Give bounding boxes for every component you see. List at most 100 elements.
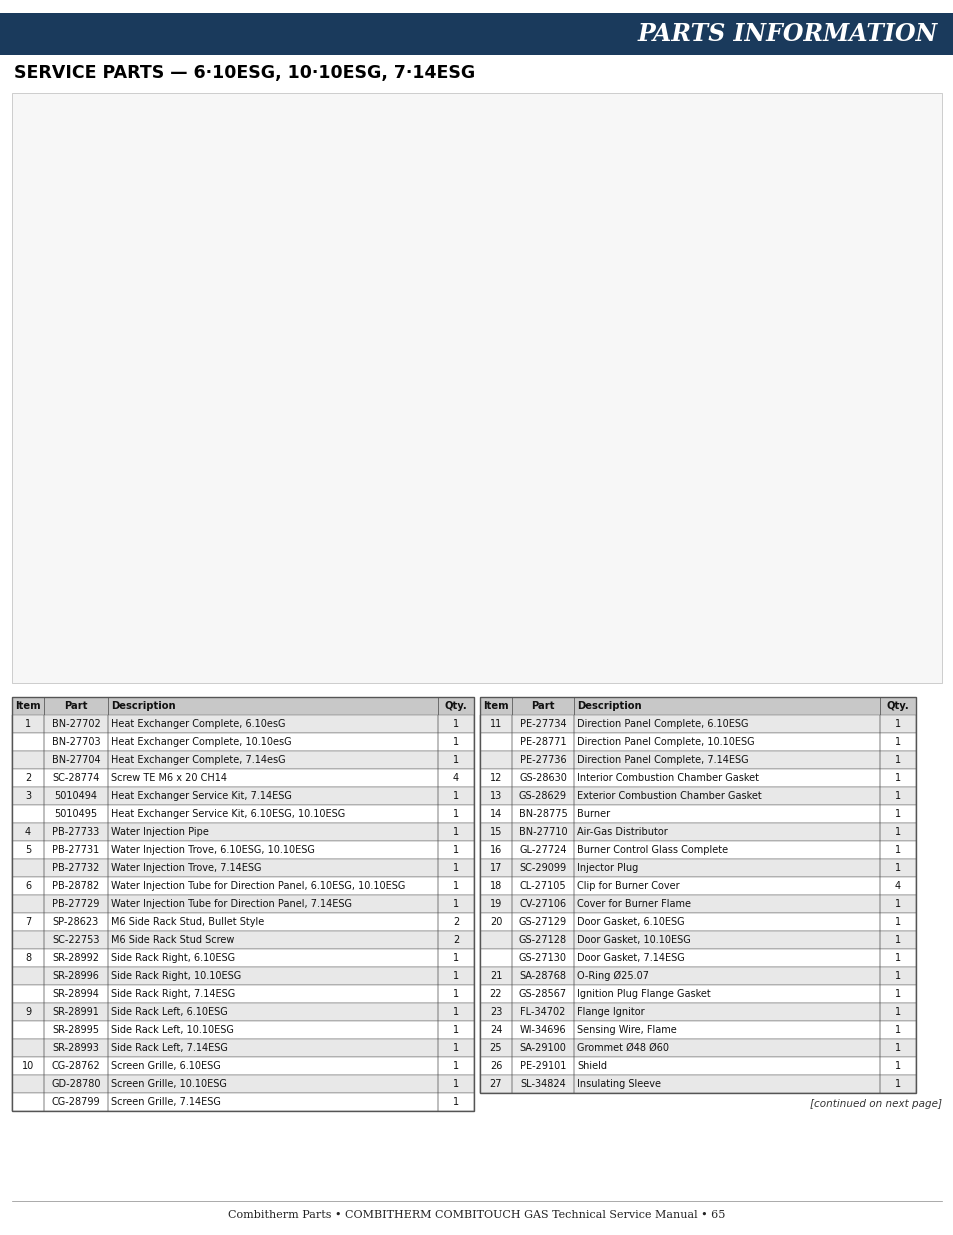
Text: 5010495: 5010495: [54, 809, 97, 819]
FancyBboxPatch shape: [479, 734, 915, 751]
Text: SERVICE PARTS — 6·10ESG, 10·10ESG, 7·14ESG: SERVICE PARTS — 6·10ESG, 10·10ESG, 7·14E…: [14, 64, 475, 82]
Text: GD-28780: GD-28780: [51, 1079, 101, 1089]
FancyBboxPatch shape: [12, 787, 474, 805]
Text: Water Injection Trove, 6.10ESG, 10.10ESG: Water Injection Trove, 6.10ESG, 10.10ESG: [111, 845, 314, 855]
FancyBboxPatch shape: [12, 948, 474, 967]
Text: Insulating Sleeve: Insulating Sleeve: [577, 1079, 660, 1089]
Text: Sensing Wire, Flame: Sensing Wire, Flame: [577, 1025, 676, 1035]
Text: Description: Description: [577, 701, 641, 711]
Text: Side Rack Right, 7.14ESG: Side Rack Right, 7.14ESG: [111, 989, 235, 999]
Text: GS-28630: GS-28630: [518, 773, 566, 783]
Text: 5: 5: [25, 845, 31, 855]
Text: 1: 1: [453, 1007, 458, 1016]
Text: SP-28623: SP-28623: [52, 918, 99, 927]
Text: SR-28994: SR-28994: [52, 989, 99, 999]
Text: 4: 4: [453, 773, 458, 783]
Text: Burner Control Glass Complete: Burner Control Glass Complete: [577, 845, 727, 855]
Text: 1: 1: [894, 935, 901, 945]
Text: GS-28567: GS-28567: [518, 989, 566, 999]
Text: 26: 26: [489, 1061, 501, 1071]
Text: 1: 1: [453, 953, 458, 963]
Text: PE-29101: PE-29101: [519, 1061, 565, 1071]
Text: M6 Side Rack Stud, Bullet Style: M6 Side Rack Stud, Bullet Style: [111, 918, 264, 927]
Text: Injector Plug: Injector Plug: [577, 863, 638, 873]
Text: Item: Item: [482, 701, 508, 711]
Text: Door Gasket, 10.10ESG: Door Gasket, 10.10ESG: [577, 935, 690, 945]
Text: 3: 3: [25, 790, 31, 802]
Text: Side Rack Left, 6.10ESG: Side Rack Left, 6.10ESG: [111, 1007, 228, 1016]
Text: Cover for Burner Flame: Cover for Burner Flame: [577, 899, 690, 909]
Text: Description: Description: [111, 701, 175, 711]
Text: GS-27128: GS-27128: [518, 935, 566, 945]
Text: 1: 1: [453, 1044, 458, 1053]
Text: 10: 10: [22, 1061, 34, 1071]
Text: BN-28775: BN-28775: [518, 809, 567, 819]
Text: CV-27106: CV-27106: [518, 899, 566, 909]
Text: 1: 1: [453, 845, 458, 855]
Text: Direction Panel Complete, 7.14ESG: Direction Panel Complete, 7.14ESG: [577, 755, 748, 764]
Text: 6: 6: [25, 881, 31, 890]
Text: PB-28782: PB-28782: [52, 881, 99, 890]
Text: Ignition Plug Flange Gasket: Ignition Plug Flange Gasket: [577, 989, 710, 999]
Text: 18: 18: [489, 881, 501, 890]
FancyBboxPatch shape: [479, 823, 915, 841]
Text: PB-27731: PB-27731: [52, 845, 99, 855]
Text: Heat Exchanger Complete, 10.10esG: Heat Exchanger Complete, 10.10esG: [111, 737, 292, 747]
Text: Exterior Combustion Chamber Gasket: Exterior Combustion Chamber Gasket: [577, 790, 760, 802]
Text: SC-22753: SC-22753: [52, 935, 100, 945]
Text: 15: 15: [489, 827, 501, 837]
Text: Side Rack Left, 7.14ESG: Side Rack Left, 7.14ESG: [111, 1044, 228, 1053]
Text: FL-34702: FL-34702: [519, 1007, 565, 1016]
FancyBboxPatch shape: [12, 860, 474, 877]
FancyBboxPatch shape: [479, 1021, 915, 1039]
Text: 1: 1: [453, 755, 458, 764]
FancyBboxPatch shape: [12, 1057, 474, 1074]
Text: Heat Exchanger Service Kit, 6.10ESG, 10.10ESG: Heat Exchanger Service Kit, 6.10ESG, 10.…: [111, 809, 345, 819]
Text: Door Gasket, 7.14ESG: Door Gasket, 7.14ESG: [577, 953, 684, 963]
Text: 27: 27: [489, 1079, 501, 1089]
Text: 1: 1: [894, 863, 901, 873]
Text: 1: 1: [894, 809, 901, 819]
FancyBboxPatch shape: [512, 697, 574, 715]
Text: Screen Grille, 7.14ESG: Screen Grille, 7.14ESG: [111, 1097, 221, 1107]
FancyBboxPatch shape: [12, 913, 474, 931]
Text: Screen Grille, 6.10ESG: Screen Grille, 6.10ESG: [111, 1061, 220, 1071]
Text: Interior Combustion Chamber Gasket: Interior Combustion Chamber Gasket: [577, 773, 759, 783]
FancyBboxPatch shape: [479, 948, 915, 967]
Text: 1: 1: [894, 737, 901, 747]
Text: GS-27129: GS-27129: [518, 918, 566, 927]
Text: 12: 12: [489, 773, 501, 783]
FancyBboxPatch shape: [479, 931, 915, 948]
Text: Screw TE M6 x 20 CH14: Screw TE M6 x 20 CH14: [111, 773, 227, 783]
FancyBboxPatch shape: [12, 769, 474, 787]
Text: BN-27703: BN-27703: [51, 737, 100, 747]
Text: 2: 2: [453, 918, 458, 927]
Text: SR-28992: SR-28992: [52, 953, 99, 963]
Text: SR-28993: SR-28993: [52, 1044, 99, 1053]
Text: SC-29099: SC-29099: [518, 863, 566, 873]
FancyBboxPatch shape: [479, 841, 915, 860]
FancyBboxPatch shape: [479, 697, 512, 715]
Text: Part: Part: [64, 701, 88, 711]
FancyBboxPatch shape: [12, 967, 474, 986]
Text: WI-34696: WI-34696: [519, 1025, 566, 1035]
Text: PE-27736: PE-27736: [519, 755, 566, 764]
Text: 1: 1: [894, 1007, 901, 1016]
FancyBboxPatch shape: [479, 967, 915, 986]
Text: GL-27724: GL-27724: [518, 845, 566, 855]
FancyBboxPatch shape: [12, 823, 474, 841]
Text: 1: 1: [894, 1025, 901, 1035]
FancyBboxPatch shape: [479, 805, 915, 823]
FancyBboxPatch shape: [479, 751, 915, 769]
Text: Clip for Burner Cover: Clip for Burner Cover: [577, 881, 679, 890]
Text: 1: 1: [894, 918, 901, 927]
FancyBboxPatch shape: [0, 14, 953, 56]
Text: 7: 7: [25, 918, 31, 927]
FancyBboxPatch shape: [479, 769, 915, 787]
Text: 1: 1: [894, 899, 901, 909]
Text: Water Injection Tube for Direction Panel, 7.14ESG: Water Injection Tube for Direction Panel…: [111, 899, 352, 909]
Text: 13: 13: [489, 790, 501, 802]
Text: SA-29100: SA-29100: [519, 1044, 566, 1053]
Text: 1: 1: [894, 1079, 901, 1089]
Text: 1: 1: [453, 1079, 458, 1089]
